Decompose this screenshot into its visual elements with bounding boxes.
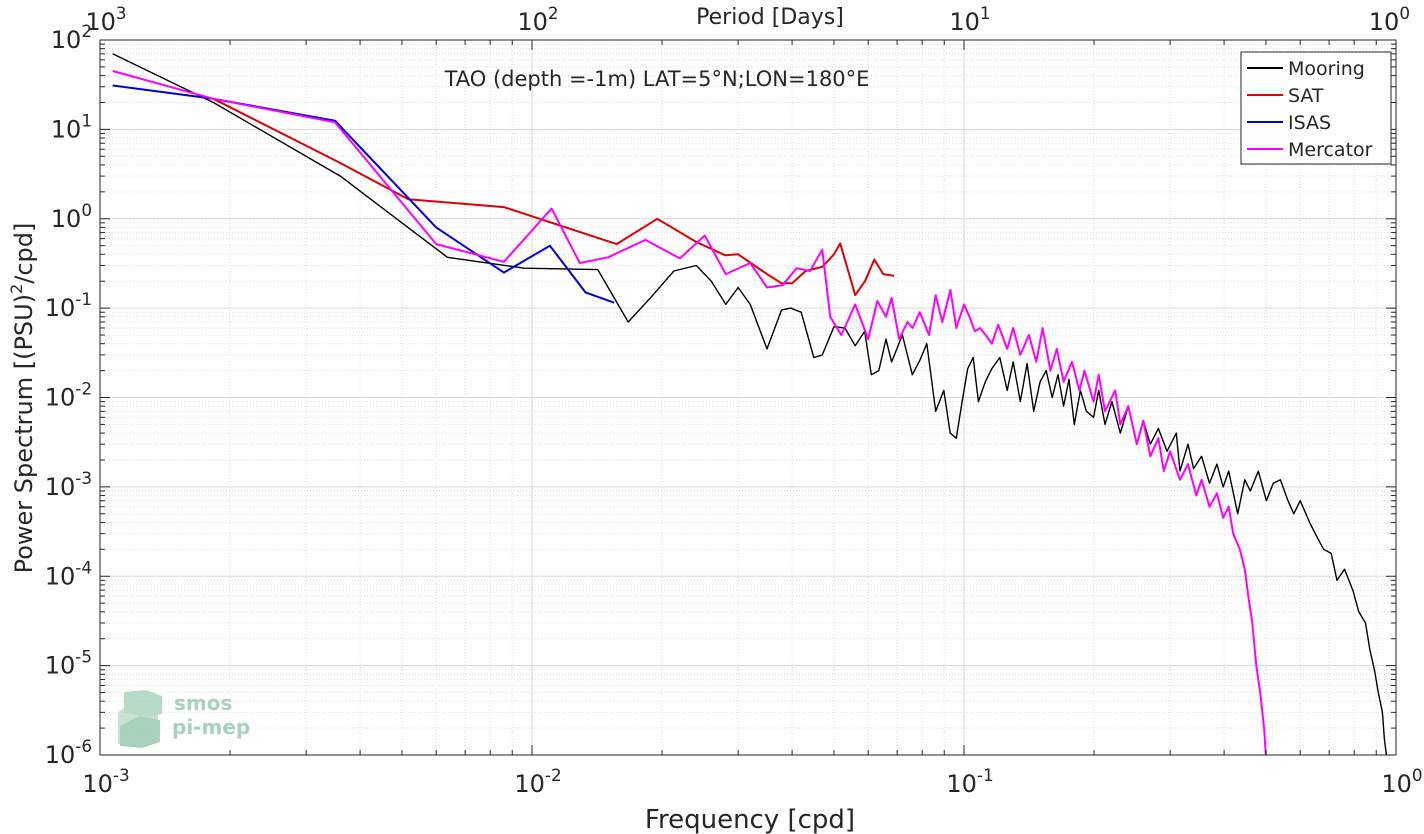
top-tick-label: 103 (85, 3, 126, 36)
legend-box (1240, 51, 1392, 165)
series-line-mercator (112, 70, 1267, 755)
top-tick-label: 100 (1369, 3, 1410, 36)
y-tick-label: 10-2 (45, 379, 92, 412)
top-tick-label: 101 (949, 3, 990, 36)
legend-label-sat: SAT (1288, 85, 1324, 107)
y-tick-label: 10-1 (45, 289, 92, 322)
series-line-mooring (112, 53, 1388, 755)
top-tick-labels: 103 102 101 100 (85, 3, 1410, 36)
y-tick-label: 10-3 (45, 468, 92, 501)
x-tick-label: 10-3 (82, 765, 129, 798)
top-tick-label: 102 (517, 3, 558, 36)
plot-area (99, 39, 1397, 756)
logo-text-smos: smos (174, 691, 232, 715)
y-tick-label: 10-4 (45, 557, 92, 590)
y-tick-label: 100 (51, 200, 92, 233)
x-tick-labels: 10-3 10-2 10-1 100 (82, 765, 1422, 798)
x-axis-label: Frequency [cpd] (645, 805, 855, 834)
smos-pi-mep-logo: smos pi-mep (118, 690, 250, 748)
legend: Mooring SAT ISAS Mercator (1240, 51, 1392, 165)
legend-label-mooring: Mooring (1288, 58, 1365, 80)
y-tick-label: 10-6 (45, 736, 92, 769)
y-axis-label: Power Spectrum [(PSU)2/cpd] (7, 223, 38, 574)
chart-title: TAO (depth =-1m) LAT=5°N;LON=180°E (444, 67, 870, 91)
tick-marks (99, 39, 1397, 756)
logo-mark-icon (118, 690, 162, 748)
series-layer (112, 53, 1388, 755)
major-grid (100, 40, 1396, 755)
top-axis-label: Period [Days] (696, 5, 844, 30)
x-tick-label: 10-2 (514, 765, 561, 798)
legend-label-isas: ISAS (1288, 112, 1331, 134)
x-tick-label: 100 (1381, 765, 1422, 798)
logo-text-pi-mep: pi-mep (172, 715, 250, 739)
x-tick-label: 10-1 (946, 765, 993, 798)
y-tick-label: 10-5 (45, 647, 92, 680)
y-tick-labels: 10-6 10-5 10-4 10-3 10-2 10-1 100 101 102 (45, 21, 92, 769)
y-tick-label: 101 (51, 110, 92, 143)
legend-label-mercator: Mercator (1288, 139, 1373, 161)
y-tick-label: 102 (51, 21, 92, 54)
